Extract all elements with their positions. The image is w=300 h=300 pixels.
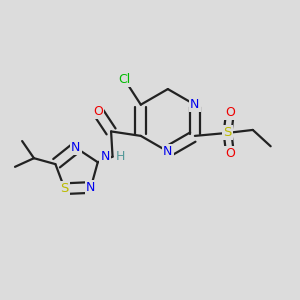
Text: S: S: [60, 182, 69, 195]
Text: Cl: Cl: [118, 73, 130, 86]
Text: N: N: [190, 98, 200, 111]
Text: N: N: [100, 150, 110, 163]
Text: H: H: [116, 150, 126, 163]
Text: O: O: [225, 106, 235, 119]
Text: S: S: [224, 126, 232, 140]
Text: N: N: [163, 145, 172, 158]
Text: N: N: [71, 141, 81, 154]
Text: O: O: [93, 105, 103, 118]
Text: O: O: [225, 147, 235, 160]
Text: N: N: [86, 181, 95, 194]
